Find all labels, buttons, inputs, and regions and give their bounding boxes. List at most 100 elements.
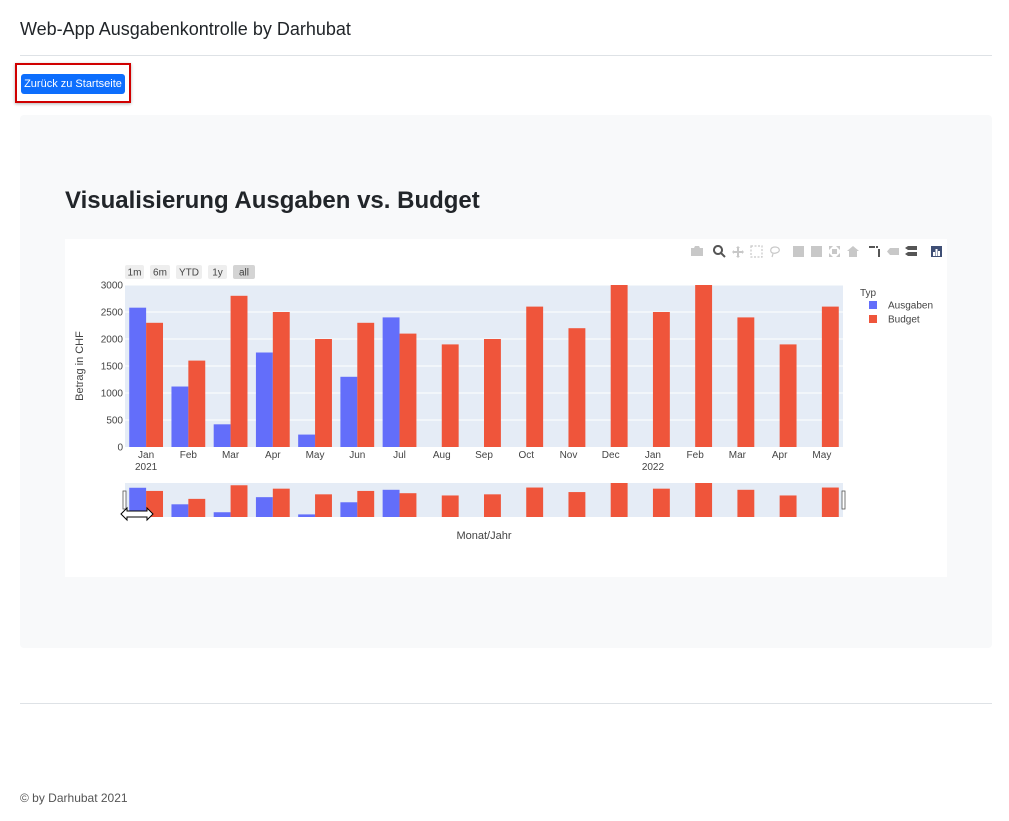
- range-slider-bar: [255, 497, 273, 517]
- bar-budget[interactable]: [315, 339, 332, 447]
- range-slider-right-handle[interactable]: [841, 490, 846, 510]
- range-slider-bar: [213, 512, 231, 517]
- x-tick-label: Jun: [349, 450, 365, 461]
- range-button-label: 1y: [212, 268, 223, 279]
- range-slider-bar: [779, 495, 797, 517]
- plotly-logo-icon[interactable]: [931, 246, 942, 257]
- app-title: Web-App Ausgabenkontrolle by Darhubat: [20, 19, 351, 39]
- range-slider-bar: [315, 494, 332, 517]
- x-tick-label: Apr: [265, 450, 281, 461]
- chart-container: 0 500 1000 1500 2000 2500 3000 Jan Feb Mar Apr May J…: [65, 239, 947, 577]
- bar-ausgaben[interactable]: [298, 434, 316, 447]
- y-axis-title: Betrag in CHF: [74, 331, 86, 401]
- bar-budget[interactable]: [441, 344, 459, 447]
- hover-compare-icon[interactable]: [905, 246, 917, 256]
- range-slider-bar: [272, 488, 290, 517]
- footer-divider: [20, 703, 992, 704]
- y-tick-label: 2500: [101, 308, 124, 319]
- zoom-out-icon[interactable]: [811, 246, 822, 257]
- x-tick-label: Sep: [475, 450, 493, 461]
- range-slider-bar: [340, 502, 358, 517]
- lasso-select-icon[interactable]: [770, 246, 780, 258]
- bar-ausgaben[interactable]: [382, 317, 400, 447]
- range-slider-bar: [652, 488, 670, 517]
- range-slider-bar: [568, 492, 586, 517]
- x-tick-label: Apr: [772, 450, 788, 461]
- bar-ausgaben[interactable]: [340, 376, 358, 447]
- range-slider-left-handle[interactable]: [122, 490, 127, 510]
- camera-icon[interactable]: [691, 246, 703, 256]
- autoscale-icon[interactable]: [829, 246, 840, 257]
- x-year-label: 2021: [135, 462, 158, 473]
- bar-budget[interactable]: [484, 339, 501, 447]
- zoom-in-icon[interactable]: [793, 246, 804, 257]
- range-button-ytd[interactable]: [176, 265, 202, 279]
- x-tick-label: Jan: [645, 450, 661, 461]
- bar-ausgaben[interactable]: [213, 424, 231, 447]
- range-slider-bar: [298, 514, 316, 517]
- range-slider-bar: [821, 487, 839, 517]
- bar-budget[interactable]: [779, 344, 797, 447]
- bar-budget[interactable]: [188, 360, 206, 447]
- bar-budget[interactable]: [610, 285, 628, 447]
- x-tick-label: Mar: [222, 450, 240, 461]
- bar-budget[interactable]: [821, 306, 839, 447]
- box-select-icon[interactable]: [750, 245, 763, 258]
- range-button-label: 1m: [128, 268, 142, 279]
- range-slider-bar: [526, 487, 544, 517]
- bar-ausgaben[interactable]: [129, 307, 147, 447]
- range-button-label: YTD: [179, 268, 199, 279]
- y-tick-label: 0: [117, 443, 123, 454]
- range-slider-bar: [357, 490, 375, 517]
- content-panel: Visualisierung Ausgaben vs. Budget 0 500 1…: [20, 115, 992, 648]
- bar-budget[interactable]: [695, 285, 713, 447]
- legend-label: Budget: [888, 315, 920, 326]
- bar-budget[interactable]: [146, 322, 164, 447]
- bar-ausgaben[interactable]: [171, 386, 189, 447]
- zoom-icon[interactable]: [713, 245, 726, 258]
- bar-budget[interactable]: [357, 322, 375, 447]
- resize-cursor-icon: [120, 506, 154, 522]
- back-to-start-button[interactable]: Zurück zu Startseite: [21, 74, 125, 94]
- bar-budget[interactable]: [399, 333, 417, 447]
- footer-text: © by Darhubat 2021: [20, 791, 128, 805]
- range-slider-bar: [171, 504, 189, 517]
- bar-budget[interactable]: [230, 295, 248, 447]
- reset-axes-icon[interactable]: [847, 246, 859, 257]
- header-divider: [20, 55, 992, 56]
- bar-budget[interactable]: [568, 328, 586, 447]
- y-tick-label: 1500: [101, 362, 124, 373]
- bar-budget[interactable]: [272, 312, 290, 447]
- y-tick-label: 500: [106, 416, 123, 427]
- x-tick-label: Oct: [518, 450, 534, 461]
- bar-chart: 0 500 1000 1500 2000 2500 3000 Jan Feb Mar Apr May J…: [74, 245, 942, 542]
- x-tick-label: Aug: [433, 450, 451, 461]
- range-slider-bar: [695, 483, 713, 517]
- x-tick-label: Dec: [602, 450, 620, 461]
- legend-swatch-budget[interactable]: [869, 315, 877, 323]
- range-slider-bar: [737, 489, 755, 517]
- x-tick-label: May: [812, 450, 831, 461]
- legend-title: Typ: [860, 288, 877, 299]
- x-tick-label: Jan: [138, 450, 154, 461]
- hover-closest-icon[interactable]: [887, 248, 899, 255]
- bar-budget[interactable]: [652, 312, 670, 447]
- range-button-label: 6m: [153, 268, 167, 279]
- range-slider-bar: [610, 483, 628, 517]
- spike-lines-icon[interactable]: [869, 246, 880, 257]
- range-button-6m[interactable]: [150, 265, 170, 279]
- pan-icon[interactable]: [732, 246, 744, 258]
- legend-swatch-ausgaben[interactable]: [869, 301, 877, 309]
- page-title: Visualisierung Ausgaben vs. Budget: [65, 187, 480, 214]
- bar-budget[interactable]: [737, 317, 755, 447]
- range-button-1m[interactable]: [125, 265, 144, 279]
- legend-label: Ausgaben: [888, 301, 933, 312]
- range-button-1y[interactable]: [208, 265, 227, 279]
- bar-budget[interactable]: [526, 306, 544, 447]
- range-button-label: all: [239, 268, 249, 279]
- bar-ausgaben[interactable]: [255, 352, 273, 448]
- range-slider-bar: [188, 498, 206, 517]
- range-slider-bar: [230, 485, 248, 517]
- range-button-all[interactable]: [233, 265, 255, 279]
- range-slider-bar: [146, 490, 164, 517]
